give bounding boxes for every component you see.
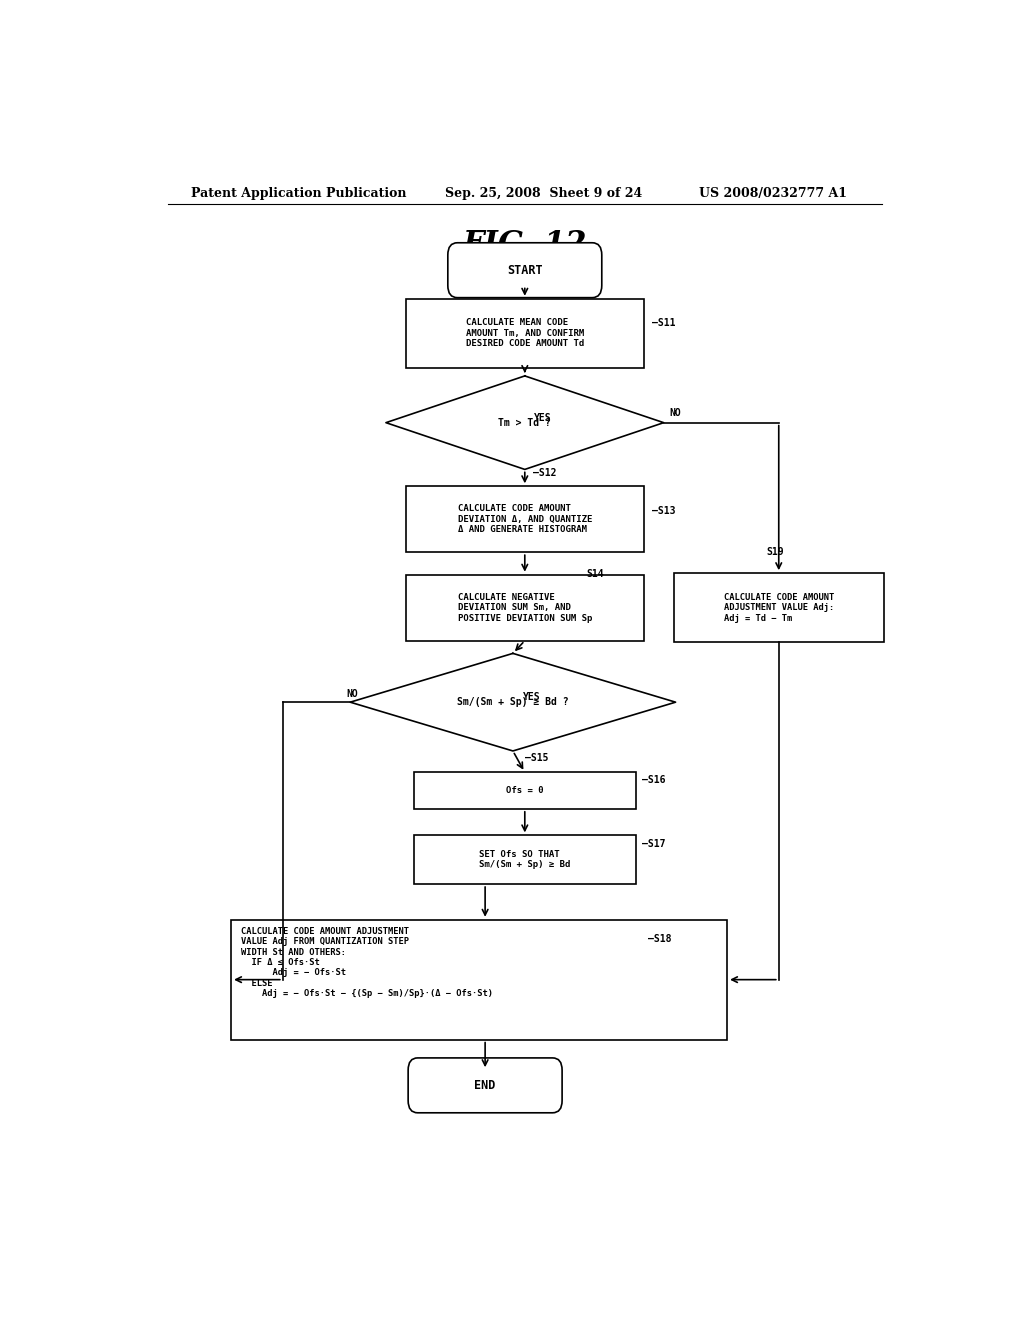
FancyBboxPatch shape (409, 1057, 562, 1113)
Text: CALCULATE CODE AMOUNT
DEVIATION Δ, AND QUANTIZE
Δ AND GENERATE HISTOGRAM: CALCULATE CODE AMOUNT DEVIATION Δ, AND Q… (458, 504, 592, 535)
Text: Patent Application Publication: Patent Application Publication (191, 187, 407, 201)
Text: CALCULATE CODE AMOUNT ADJUSTMENT
VALUE Adj FROM QUANTIZATION STEP
WIDTH St AND O: CALCULATE CODE AMOUNT ADJUSTMENT VALUE A… (241, 927, 493, 998)
Text: NO: NO (670, 408, 681, 417)
Text: —S18: —S18 (648, 935, 672, 944)
Text: CALCULATE NEGATIVE
DEVIATION SUM Sm, AND
POSITIVE DEVIATION SUM Sp: CALCULATE NEGATIVE DEVIATION SUM Sm, AND… (458, 593, 592, 623)
Text: US 2008/0232777 A1: US 2008/0232777 A1 (699, 187, 848, 201)
Bar (414, 836, 636, 884)
Text: S19: S19 (766, 546, 783, 557)
Text: Ofs = 0: Ofs = 0 (506, 787, 544, 795)
Text: —S13: —S13 (652, 506, 675, 516)
Text: —S11: —S11 (652, 318, 675, 329)
FancyBboxPatch shape (447, 243, 602, 297)
Bar (674, 573, 884, 643)
Text: CALCULATE MEAN CODE
AMOUNT Tm, AND CONFIRM
DESIRED CODE AMOUNT Td: CALCULATE MEAN CODE AMOUNT Tm, AND CONFI… (466, 318, 584, 348)
Text: YES: YES (535, 413, 552, 422)
Text: S14: S14 (587, 569, 604, 579)
Text: YES: YES (523, 692, 541, 702)
Text: Tm > Td ?: Tm > Td ? (499, 417, 551, 428)
Text: —S16: —S16 (642, 775, 666, 785)
Text: —S15: —S15 (524, 754, 548, 763)
Text: END: END (474, 1078, 496, 1092)
Bar (231, 920, 727, 1040)
Bar (406, 298, 644, 368)
Bar (414, 772, 636, 809)
Text: —S12: —S12 (532, 469, 556, 478)
Bar (406, 486, 644, 552)
Text: CALCULATE CODE AMOUNT
ADJUSTMENT VALUE Adj:
Adj = Td − Tm: CALCULATE CODE AMOUNT ADJUSTMENT VALUE A… (724, 593, 834, 623)
Text: Sm/(Sm + Sp) ≥ Bd ?: Sm/(Sm + Sp) ≥ Bd ? (457, 697, 568, 708)
Bar (406, 574, 644, 640)
Text: START: START (507, 264, 543, 277)
Polygon shape (386, 376, 664, 470)
Text: Sep. 25, 2008  Sheet 9 of 24: Sep. 25, 2008 Sheet 9 of 24 (445, 187, 643, 201)
Text: —S17: —S17 (642, 840, 666, 850)
Text: FIG. 12: FIG. 12 (463, 230, 587, 260)
Polygon shape (350, 653, 676, 751)
Text: SET Ofs SO THAT
Sm/(Sm + Sp) ≥ Bd: SET Ofs SO THAT Sm/(Sm + Sp) ≥ Bd (479, 850, 570, 870)
Text: NO: NO (346, 689, 358, 700)
